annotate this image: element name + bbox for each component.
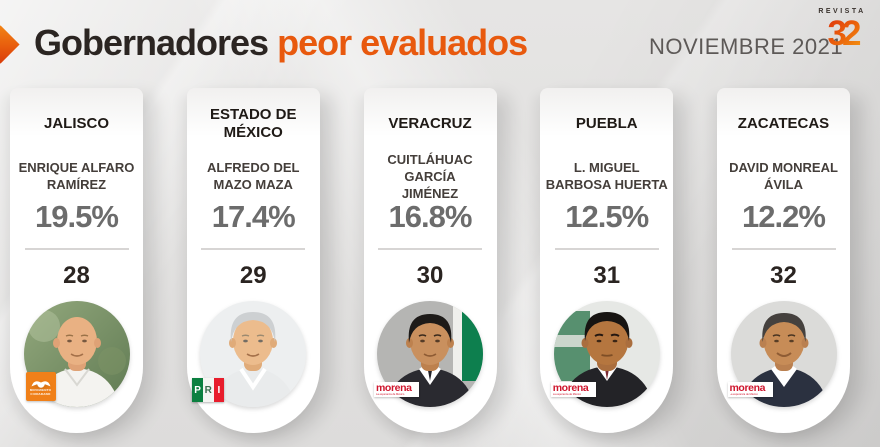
governor-card-jalisco: JALISCO ENRIQUE ALFARO RAMÍREZ 19.5% 28 — [10, 88, 143, 433]
header: Gobernadores peor evaluados NOVIEMBRE 20… — [0, 0, 880, 88]
party-logo-pri-icon: P R I — [192, 378, 225, 402]
approval-percentage: 12.5% — [565, 199, 649, 234]
governor-card-puebla: PUEBLA L. MIGUEL BARBOSA HUERTA 12.5% 31 — [540, 88, 674, 433]
page-title: Gobernadores peor evaluados — [34, 22, 528, 64]
governor-name: L. MIGUEL BARBOSA HUERTA — [545, 160, 668, 192]
rank-number: 32 — [770, 262, 797, 289]
party-logo-morena-icon: morena La esperanza de México — [374, 381, 419, 397]
approval-percentage: 16.8% — [388, 199, 473, 234]
mc-label: MOVIMIENTO CIUDADANO — [29, 388, 52, 396]
state-name: JALISCO — [43, 115, 109, 132]
rank-number: 29 — [239, 262, 267, 289]
photo-david-monreal: morena La esperanza de México — [727, 301, 837, 407]
governor-name: DAVID MONREAL ÁVILA — [729, 160, 838, 192]
photo-miguel-barbosa: morena La esperanza de México — [550, 301, 660, 407]
governor-card-zacatecas: ZACATECAS DAVID MONREAL ÁVILA 12.2% 32 — [717, 88, 850, 433]
pri-letter-i: I — [213, 378, 225, 402]
pri-letter-r: R — [202, 378, 214, 402]
morena-label: morena — [729, 381, 766, 394]
rank-number: 31 — [593, 262, 621, 289]
party-logo-movimiento-ciudadano-icon: MOVIMIENTO CIUDADANO — [25, 372, 56, 401]
governor-card-veracruz: VERACRUZ CUITLÁHUAC GARCÍA JIMÉNEZ 16.8%… — [363, 88, 497, 433]
morena-tagline: La esperanza de México — [729, 392, 758, 396]
morena-tagline: La esperanza de México — [376, 392, 405, 396]
photo-enrique-alfaro: MOVIMIENTO CIUDADANO — [23, 301, 130, 407]
governor-cards-row: JALISCO ENRIQUE ALFARO RAMÍREZ 19.5% 28 — [0, 88, 880, 433]
approval-percentage: 19.5% — [35, 199, 119, 234]
arrow-diamond-icon — [0, 25, 20, 64]
party-logo-morena-icon: morena La esperanza de México — [727, 381, 773, 397]
morena-label: morena — [376, 381, 412, 394]
logo-revista-text: REVISTA — [818, 8, 866, 15]
party-logo-morena-icon: morena La esperanza de México — [550, 381, 596, 397]
state-name: PUEBLA — [575, 115, 638, 132]
state-name: VERACRUZ — [388, 115, 472, 132]
governor-name: ENRIQUE ALFARO RAMÍREZ — [18, 160, 135, 192]
divider — [24, 248, 129, 250]
divider — [201, 248, 306, 250]
title-accent: peor evaluados — [277, 22, 528, 63]
divider — [554, 248, 659, 250]
revista-32-logo: REVISTA 32 — [810, 8, 874, 51]
state-name: ESTADO DE MÉXICO — [210, 106, 297, 141]
approval-percentage: 12.2% — [742, 199, 826, 234]
approval-percentage: 17.4% — [211, 199, 296, 234]
rank-number: 30 — [416, 262, 444, 289]
photo-alfredo-del-mazo: P R I — [192, 301, 307, 407]
morena-tagline: La esperanza de México — [552, 392, 582, 396]
governor-name: CUITLÁHUAC GARCÍA JIMÉNEZ — [387, 151, 473, 201]
governor-card-edomex: ESTADO DE MÉXICO ALFREDO DEL MAZO MAZA 1… — [186, 88, 320, 433]
divider — [731, 248, 836, 250]
rank-number: 28 — [63, 262, 90, 289]
pri-letter-p: P — [192, 378, 203, 402]
divider — [378, 248, 482, 250]
governor-name: ALFREDO DEL MAZO MAZA — [207, 160, 300, 192]
mc-eagle-icon — [30, 381, 51, 389]
morena-label: morena — [552, 381, 589, 394]
title-dark: Gobernadores — [34, 22, 269, 63]
photo-cuitlahuac-garcia: morena La esperanza de México — [374, 301, 483, 407]
date-label: NOVIEMBRE 2021 — [649, 34, 844, 59]
state-name: ZACATECAS — [737, 115, 830, 132]
logo-32-number: 32 — [810, 16, 874, 51]
